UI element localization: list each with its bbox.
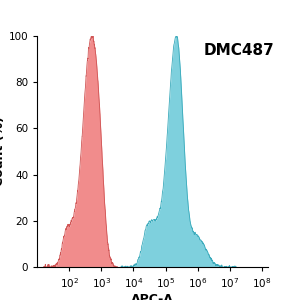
Text: DMC487: DMC487 — [204, 43, 274, 58]
Y-axis label: Count (%): Count (%) — [0, 117, 6, 186]
X-axis label: APC-A: APC-A — [131, 292, 174, 300]
